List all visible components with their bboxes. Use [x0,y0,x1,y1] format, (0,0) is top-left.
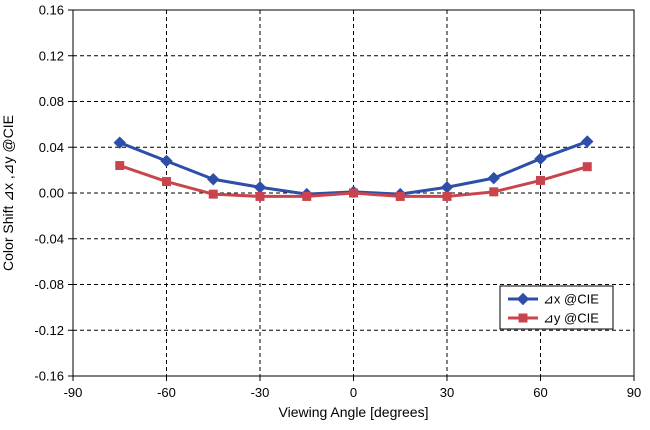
data-point [536,175,545,185]
legend-entry: ⊿y @CIE [508,311,599,326]
legend-swatch-marker [518,313,528,323]
data-point [487,171,500,185]
y-axis-title: Color Shift ⊿x ,⊿y @CIE [0,115,16,271]
x-tick-label: 90 [627,385,641,400]
x-tick-label: -30 [251,385,270,400]
x-tick-label: -60 [157,385,176,400]
y-tick-label: -0.08 [34,277,64,292]
data-point [255,191,265,201]
y-tick-label: -0.16 [34,369,64,384]
data-point [442,191,452,201]
x-axis-title: Viewing Angle [degrees] [279,404,429,420]
data-point [160,154,173,168]
data-point [113,136,126,149]
data-point [207,173,220,186]
legend-label: ⊿x @CIE [543,292,599,307]
data-point [581,135,594,148]
y-tick-label: -0.04 [34,231,64,246]
series-2 [115,161,592,201]
y-tick-label: -0.12 [34,323,64,338]
legend-label: ⊿y @CIE [543,311,599,326]
data-point [534,152,547,165]
data-point [302,191,312,201]
y-axis-ticks: 0.16 0.12 0.08 0.04 0.00 -0.04 -0.08 -0.12 -0.16 [34,3,73,384]
y-tick-label: 0.16 [39,3,64,18]
x-tick-label: 0 [350,385,357,400]
series-layer [113,135,594,201]
y-tick-label: 0.08 [39,94,64,109]
data-point [395,191,405,201]
legend: ⊿x @CIE ⊿y @CIE [499,285,614,330]
x-tick-label: 30 [440,385,454,400]
data-point [115,161,125,171]
x-axis-ticks: -90 -60 -30 0 30 60 90 [64,376,641,400]
data-point [208,189,218,199]
y-tick-label: 0.12 [39,48,64,63]
legend-entry: ⊿x @CIE [508,292,599,307]
data-point [162,177,171,187]
legend-swatch-marker [516,292,530,306]
x-tick-label: -90 [64,385,83,400]
data-point [489,187,499,197]
data-point [349,188,358,198]
y-tick-label: 0.00 [39,186,64,201]
y-tick-label: 0.04 [39,140,64,155]
data-point [582,162,592,172]
x-tick-label: 60 [533,385,547,400]
